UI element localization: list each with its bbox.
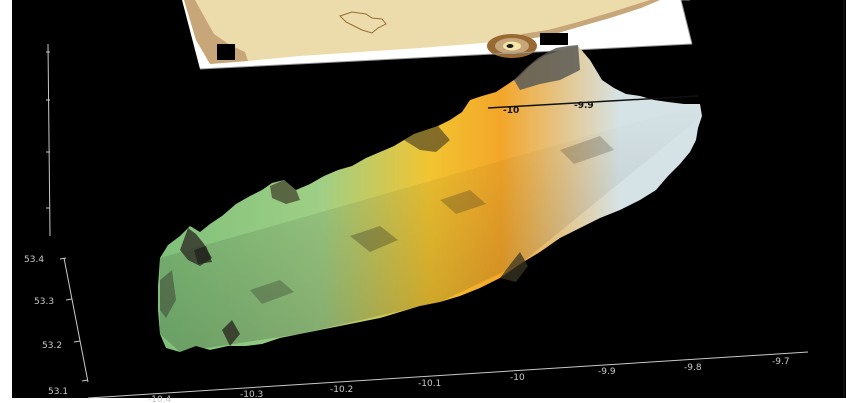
x-tick-label: -10.1	[418, 379, 441, 389]
map-edge-right	[680, 0, 693, 45]
y-tick-label: 53.1	[48, 387, 68, 397]
relief-dark-streak-4	[250, 280, 294, 304]
relief-left-rim	[160, 270, 176, 318]
relief-mid-ridge	[404, 126, 450, 152]
x-tick-label: -10	[510, 373, 525, 383]
z-axis	[46, 43, 51, 237]
relief-dark-streak-2	[440, 190, 486, 214]
back-tick-label: -9.9	[574, 101, 594, 111]
relief-back-ridge	[270, 180, 300, 204]
y-tick-label: 53.3	[34, 297, 54, 307]
map-edge-bottom	[199, 43, 693, 70]
x-tick-label: -9.7	[772, 357, 790, 367]
x-tick-label: -10.4	[148, 395, 172, 403]
x-tick-label: -9.8	[684, 363, 702, 373]
back-axis: -10 -9.9	[487, 95, 699, 116]
y-axis: 53.4 53.3 53.2 53.1	[24, 255, 89, 397]
x-tick-label: -9.9	[598, 367, 616, 377]
surface-relief	[160, 45, 614, 346]
x-axis: -10.4 -10.3 -10.2 -10.1 -10 -9.9 -9.8 -9…	[87, 351, 809, 403]
y-tick-label: 53.2	[42, 341, 62, 351]
map-land	[184, 0, 660, 64]
x-tick-label: -10.2	[330, 385, 353, 395]
back-tick-label: -10	[503, 106, 519, 116]
surface-shading	[160, 104, 702, 352]
relief-front-bump	[500, 252, 528, 282]
map-dark-patch	[217, 44, 235, 60]
map-dark-patch-2	[540, 33, 568, 45]
seabed-surface	[158, 45, 702, 352]
relief-peak-right	[514, 45, 580, 90]
relief-dark-streak	[350, 226, 398, 252]
map-island	[339, 11, 387, 34]
relief-pit-left	[194, 246, 212, 264]
y-tick-label: 53.4	[24, 255, 44, 265]
map-seamount-peak	[506, 44, 514, 48]
relief-left-bottom	[222, 320, 240, 346]
map-coast-detail	[520, 0, 660, 40]
x-tick-label: -10.3	[240, 390, 263, 400]
map-panel	[182, 0, 693, 70]
relief-dark-streak-3	[560, 136, 614, 164]
